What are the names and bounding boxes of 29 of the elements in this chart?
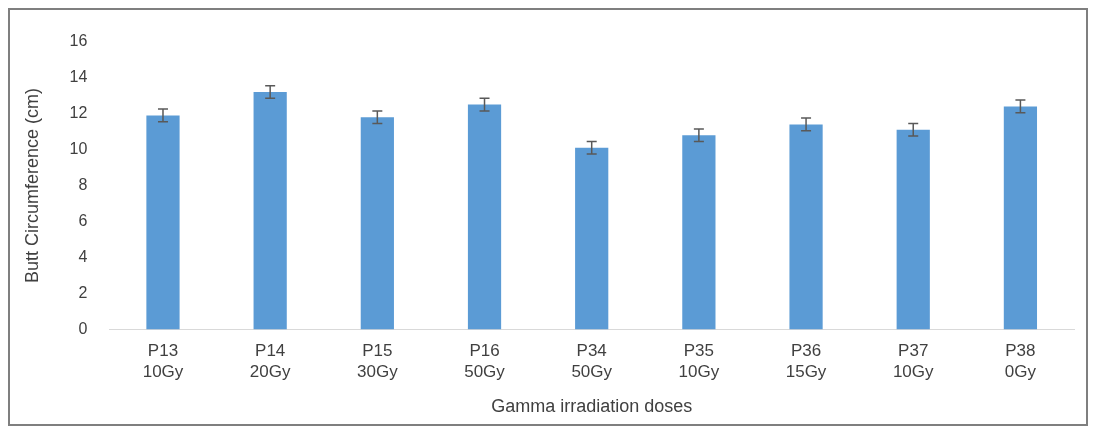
y-tick-label: 16 <box>69 32 88 50</box>
y-tick-label: 6 <box>78 212 88 230</box>
y-tick-label: 4 <box>78 248 88 266</box>
y-tick-label: 10 <box>69 140 88 158</box>
bar <box>360 117 394 330</box>
y-tick-label: 8 <box>78 176 88 194</box>
bar <box>253 92 287 330</box>
bar <box>896 129 930 330</box>
x-tick-label: P15 30Gy <box>357 341 399 381</box>
y-tick-label: 2 <box>78 284 88 302</box>
x-tick-label: P37 10Gy <box>892 341 935 381</box>
x-tick-label: P14 20Gy <box>249 341 291 381</box>
y-tick-label: 0 <box>78 320 88 338</box>
x-tick-label: P13 10Gy <box>142 341 184 381</box>
y-axis-title: Butt Circumference (cm) <box>21 88 42 284</box>
bar <box>467 104 502 330</box>
y-tick-label: 14 <box>69 68 88 86</box>
x-tick-label: P38 0Gy <box>1004 341 1037 381</box>
x-tick-label: P35 10Gy <box>678 341 720 381</box>
x-axis-title: Gamma irradiation doses <box>491 396 693 417</box>
x-tick-label: P34 50Gy <box>571 341 613 381</box>
x-tick-label: P36 15Gy <box>785 341 827 381</box>
bar <box>1003 106 1038 330</box>
bar <box>146 115 180 330</box>
bar <box>575 147 609 330</box>
y-tick-label: 12 <box>69 104 88 122</box>
x-tick-label: P16 50Gy <box>464 341 506 381</box>
bar <box>682 135 716 330</box>
bar <box>789 124 823 330</box>
